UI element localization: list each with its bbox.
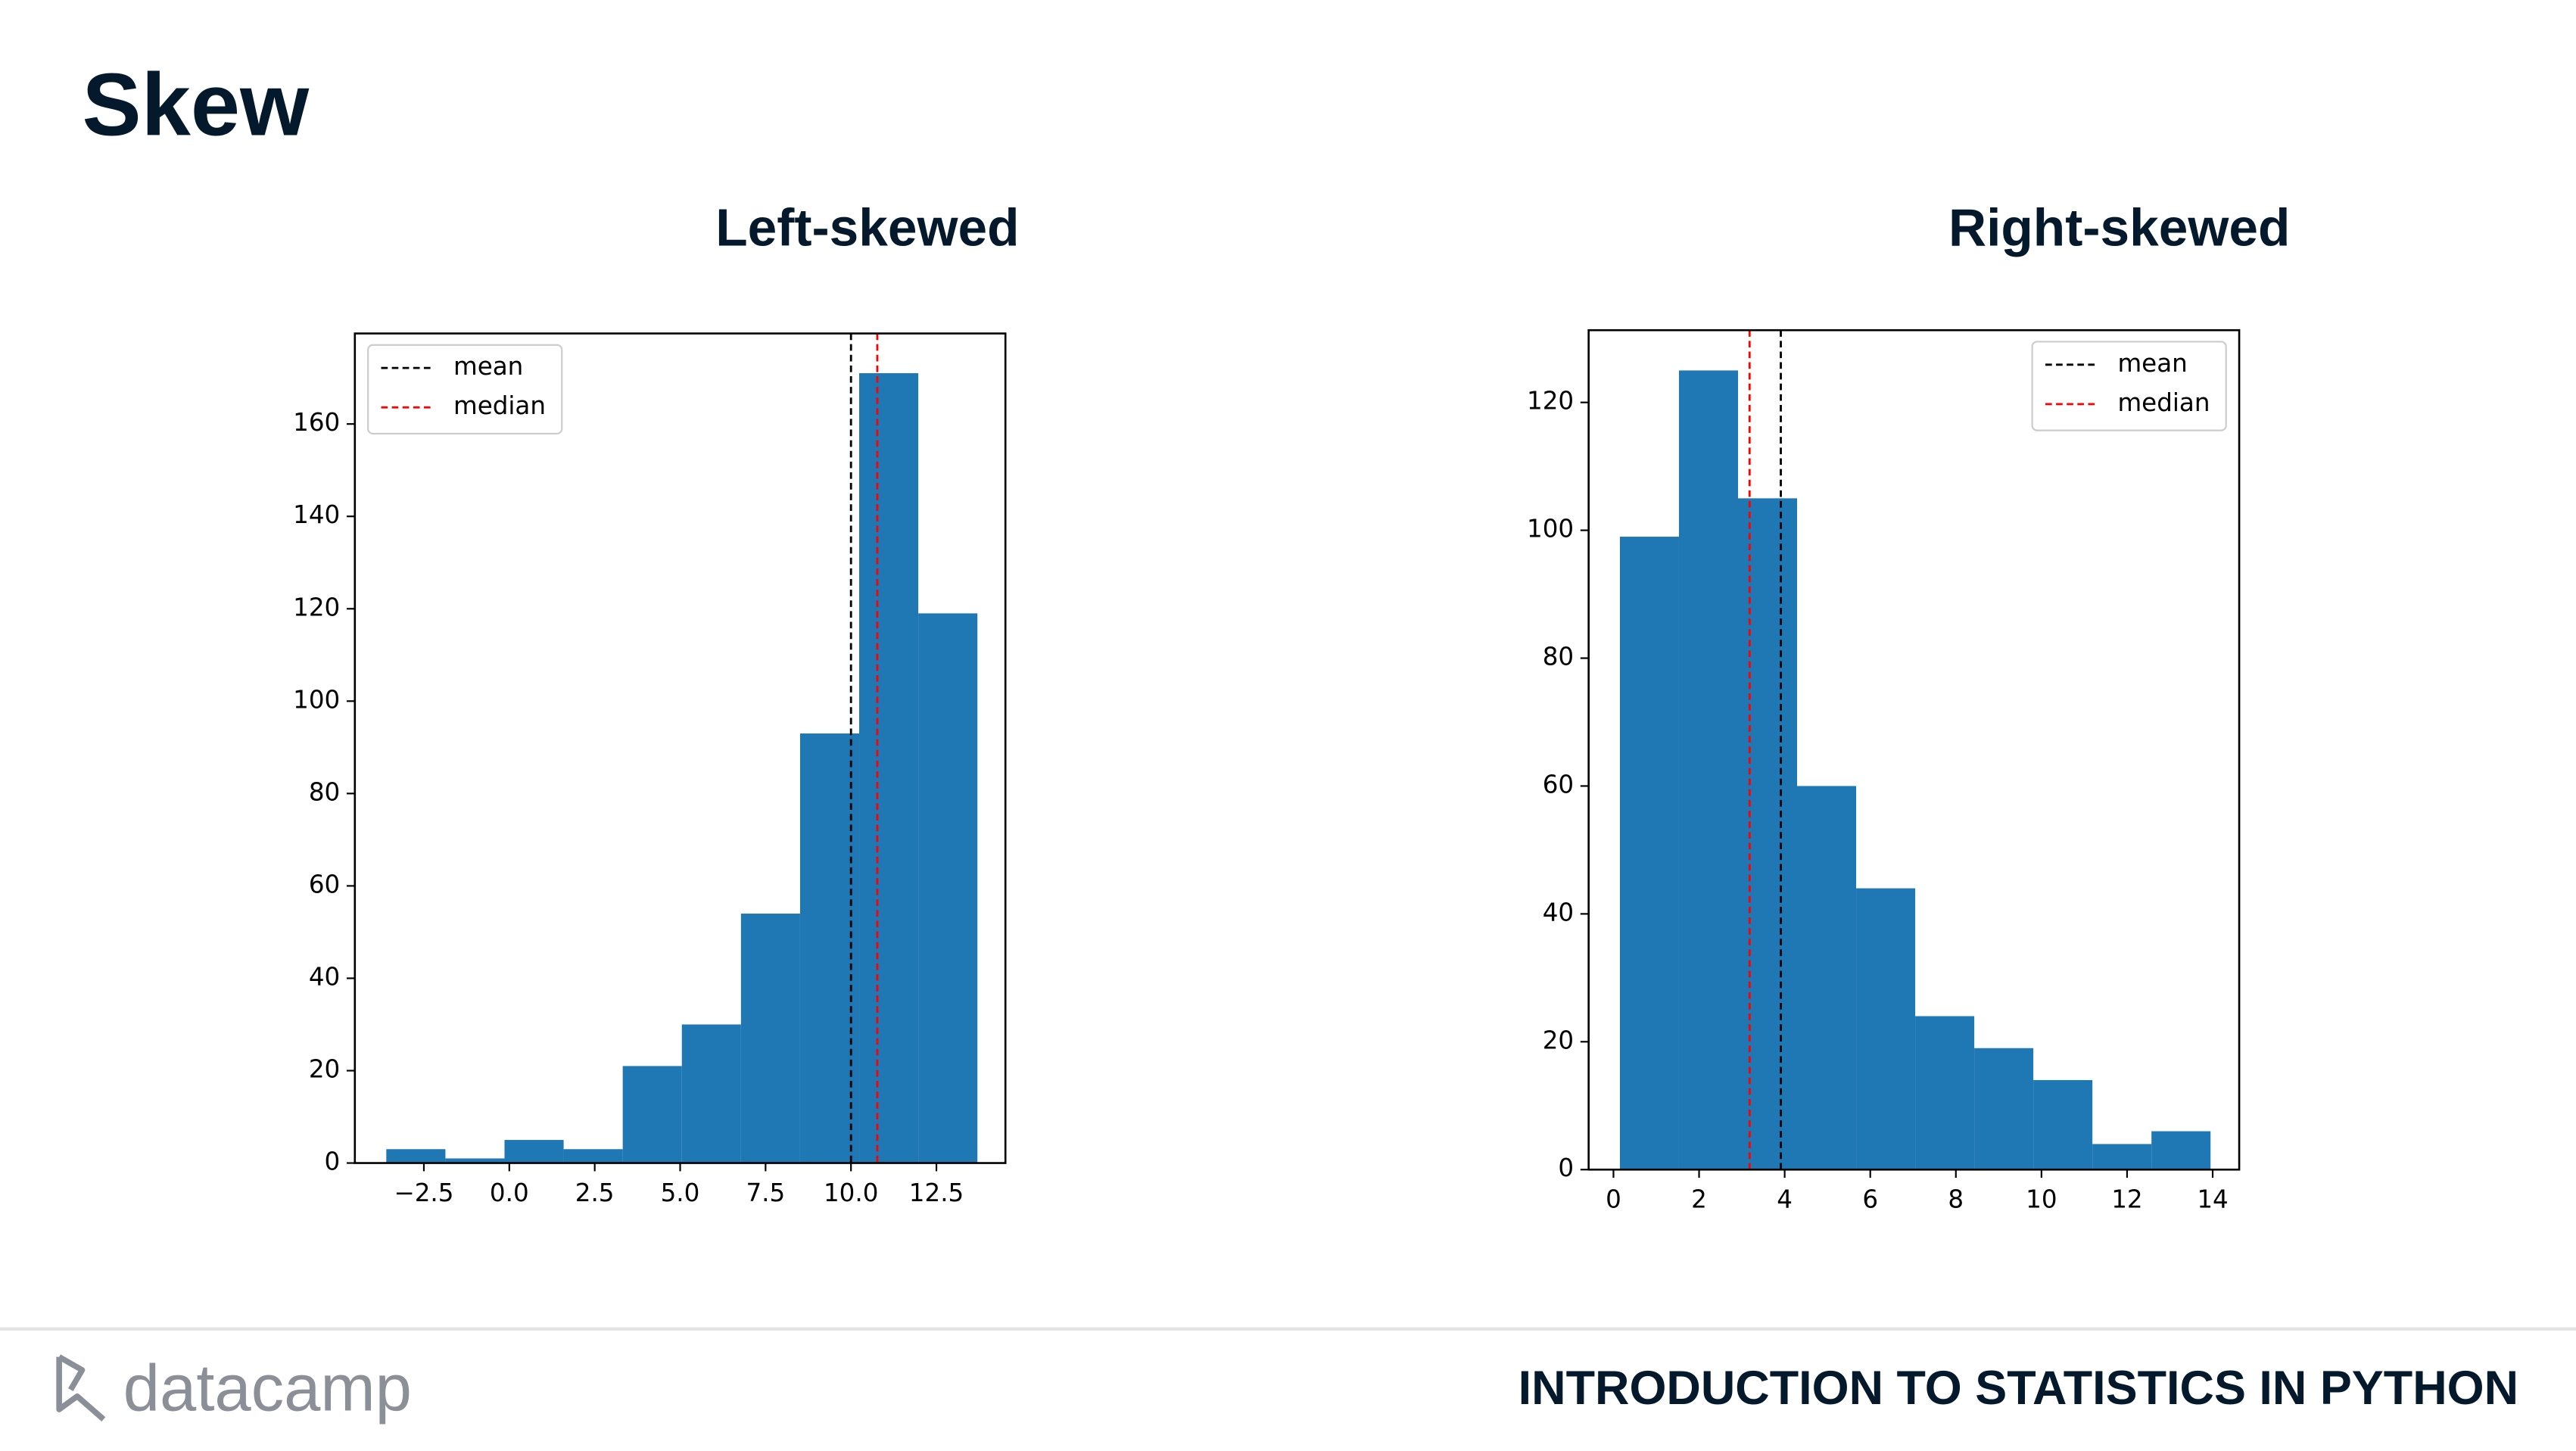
y-tick-label: 40 (309, 962, 340, 991)
y-tick-label: 120 (1527, 387, 1574, 416)
x-tick-label: 8 (1948, 1185, 1964, 1213)
x-tick-label: 0.0 (490, 1179, 529, 1207)
x-tick-label: 0 (1606, 1185, 1621, 1213)
x-tick-label: 14 (2197, 1185, 2228, 1213)
chart-title: Right-skewed (1948, 198, 2290, 257)
x-tick-label: 6 (1862, 1185, 1878, 1213)
bar (1737, 498, 1798, 1170)
x-tick-label: 12 (2111, 1185, 2142, 1213)
y-tick-label: 60 (309, 870, 340, 898)
bar (2092, 1144, 2152, 1170)
y-tick-label: 100 (293, 685, 340, 714)
bar (445, 1158, 505, 1163)
bar (799, 733, 860, 1163)
x-tick-label: 2.5 (575, 1179, 615, 1207)
bar (681, 1024, 741, 1163)
bar (563, 1149, 623, 1163)
x-tick-label: 12.5 (909, 1179, 964, 1207)
bar (622, 1066, 682, 1163)
bar (1856, 888, 1916, 1170)
x-tick-label: 10 (2026, 1185, 2057, 1213)
chart-title: Left-skewed (715, 198, 1019, 257)
bar (2151, 1131, 2211, 1170)
bar (859, 373, 919, 1163)
x-tick-label: 7.5 (746, 1179, 785, 1207)
logo-icon (56, 1354, 106, 1421)
y-tick-label: 0 (1558, 1154, 1574, 1182)
y-tick-label: 100 (1527, 515, 1574, 543)
y-tick-label: 20 (1543, 1026, 1574, 1054)
bar (1974, 1048, 2034, 1170)
y-tick-label: 120 (293, 593, 340, 621)
bar (2033, 1079, 2093, 1170)
legend-label: mean (453, 352, 523, 381)
bar (1915, 1016, 1975, 1170)
bar (1678, 370, 1738, 1170)
y-tick-label: 160 (293, 408, 340, 437)
y-tick-label: 20 (309, 1055, 340, 1084)
bar (740, 914, 800, 1163)
course-title: INTRODUCTION TO STATISTICS IN PYTHON (1519, 1362, 2518, 1415)
y-tick-label: 40 (1543, 898, 1574, 926)
legend-label: median (453, 391, 546, 420)
bar (504, 1140, 564, 1163)
slide-title: Skew (83, 55, 310, 154)
y-tick-label: 80 (309, 777, 340, 806)
x-tick-label: 5.0 (661, 1179, 700, 1207)
legend-label: mean (2117, 349, 2187, 378)
y-tick-label: 60 (1543, 770, 1574, 799)
bar (386, 1149, 446, 1163)
plot-frame (1587, 328, 2241, 1171)
x-tick-label: −2.5 (394, 1179, 453, 1207)
y-tick-label: 80 (1543, 643, 1574, 671)
bar (918, 613, 978, 1163)
logo-text: datacamp (123, 1351, 412, 1425)
x-tick-label: 10.0 (824, 1179, 878, 1207)
legend-label: median (2117, 388, 2210, 417)
x-tick-label: 4 (1777, 1185, 1793, 1213)
y-tick-label: 0 (325, 1147, 341, 1176)
bar (1619, 537, 1679, 1170)
x-tick-label: 2 (1691, 1185, 1707, 1213)
y-tick-label: 140 (293, 500, 340, 529)
bar (1797, 786, 1857, 1170)
